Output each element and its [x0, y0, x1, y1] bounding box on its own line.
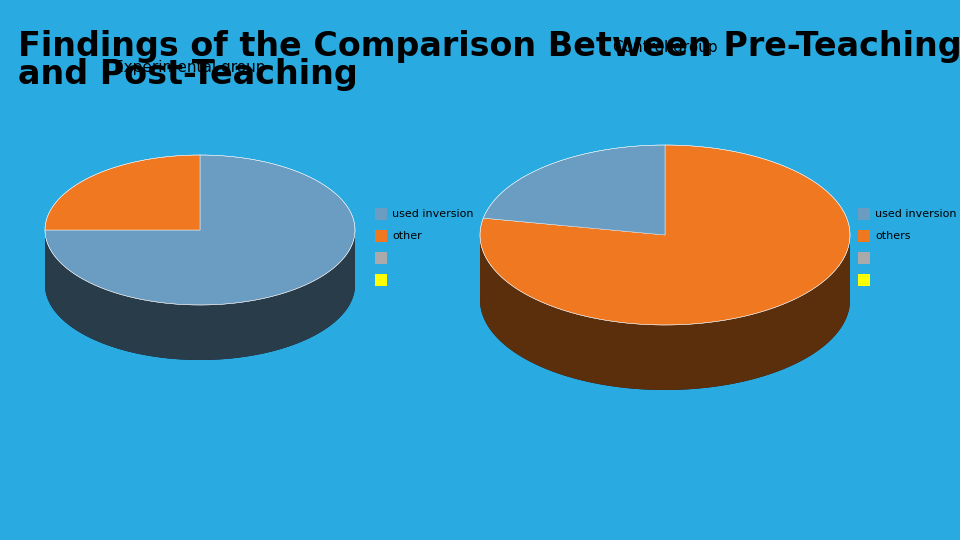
Polygon shape — [45, 155, 355, 305]
FancyBboxPatch shape — [375, 252, 387, 264]
Polygon shape — [480, 234, 850, 390]
FancyBboxPatch shape — [375, 274, 387, 286]
Polygon shape — [480, 145, 850, 325]
FancyBboxPatch shape — [375, 208, 387, 220]
FancyBboxPatch shape — [858, 208, 870, 220]
Text: other: other — [392, 231, 421, 241]
Polygon shape — [45, 210, 355, 360]
FancyBboxPatch shape — [375, 230, 387, 242]
Text: and Post-Teaching: and Post-Teaching — [18, 58, 358, 91]
Polygon shape — [45, 155, 200, 230]
Polygon shape — [483, 145, 665, 235]
Text: used inversion: used inversion — [392, 209, 473, 219]
FancyBboxPatch shape — [858, 252, 870, 264]
Text: used inversion: used inversion — [875, 209, 956, 219]
FancyBboxPatch shape — [858, 274, 870, 286]
Text: Findings of the Comparison Between Pre-Teaching: Findings of the Comparison Between Pre-T… — [18, 30, 960, 63]
FancyBboxPatch shape — [858, 230, 870, 242]
Text: Experimental group: Experimental group — [114, 60, 266, 75]
Polygon shape — [45, 229, 355, 360]
Polygon shape — [480, 210, 850, 390]
Text: others: others — [875, 231, 910, 241]
Text: Control group: Control group — [612, 40, 717, 55]
